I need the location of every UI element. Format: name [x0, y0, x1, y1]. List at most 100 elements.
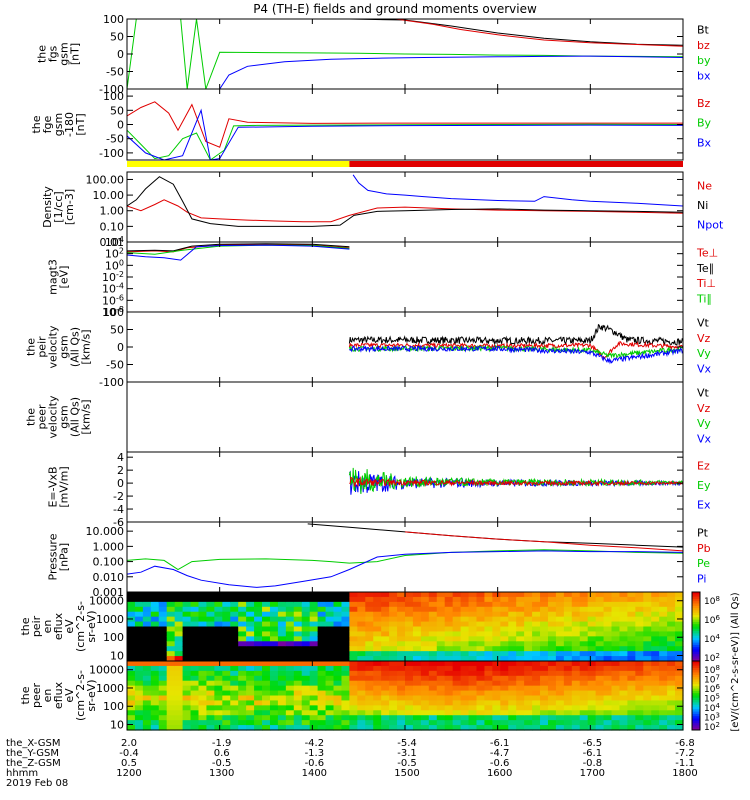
heat-cell [603, 641, 613, 647]
ytick-label: -2 [113, 490, 124, 503]
heat-cell [214, 636, 223, 642]
heat-cell [373, 700, 382, 706]
heat-cell [547, 646, 557, 652]
heat-cell [246, 636, 255, 642]
heat-cell [405, 665, 414, 672]
heat-cell [174, 675, 184, 682]
legend-Ne: Ne [697, 180, 712, 193]
heat-cell [603, 611, 613, 618]
ytick-label: 2 [117, 464, 124, 477]
heat-cell [579, 631, 589, 637]
heat-cell [349, 675, 358, 682]
heat-cell [150, 715, 160, 721]
heat-cell [158, 651, 168, 657]
heat-cell [428, 636, 438, 642]
heat-cell [325, 715, 335, 721]
heat-cell [381, 646, 390, 652]
heat-cell [460, 651, 470, 657]
heat-cell [166, 646, 176, 652]
heat-cell [134, 661, 144, 667]
heat-cell [389, 725, 398, 731]
heat-cell [619, 695, 628, 702]
heat-cell [134, 646, 144, 652]
heat-cell [444, 665, 454, 672]
heat-cell [516, 601, 525, 608]
heat-cell [508, 695, 517, 702]
heat-cell [293, 601, 303, 608]
heat-cell [325, 606, 335, 613]
heat-cell [492, 641, 501, 647]
legend-Ez: Ez [697, 460, 710, 473]
heat-cell [262, 675, 271, 682]
colorbar-tick: 102 [704, 652, 720, 664]
heat-cell [412, 621, 422, 628]
heat-cell [277, 685, 287, 692]
heat-cell [269, 621, 279, 628]
heat-cell [587, 715, 597, 721]
ytick-label: 0.100 [93, 556, 125, 569]
heat-cell [150, 641, 160, 647]
heat-cell [476, 656, 486, 662]
heat-cell [659, 646, 668, 652]
heat-cell [547, 661, 557, 667]
heat-cell [508, 685, 517, 692]
heat-cell [254, 685, 263, 692]
heat-cell [420, 651, 430, 657]
heat-cell [301, 705, 311, 711]
heat-cell [516, 661, 525, 667]
heat-cell [651, 690, 660, 697]
xaxis-row-label: the_Y-GSM [6, 748, 59, 759]
heat-cell [651, 616, 660, 623]
heat-cell [508, 656, 517, 662]
heat-cell [444, 641, 454, 647]
heat-cell [262, 695, 271, 702]
heat-cell [373, 670, 382, 677]
heat-cell [635, 661, 644, 667]
heat-cell [134, 601, 144, 608]
heat-cell [150, 670, 160, 677]
heat-cell [134, 665, 144, 672]
heat-cell [134, 616, 144, 623]
series-group-p8 [127, 523, 683, 588]
heat-cell [508, 592, 517, 598]
heat-cell [134, 596, 144, 603]
heat-cell [516, 646, 525, 652]
heat-cell [230, 651, 239, 657]
heat-cell [412, 710, 422, 716]
heat-cell [349, 651, 358, 657]
ylabel-line: [mV/m] [58, 466, 71, 507]
heat-cell [532, 636, 541, 642]
heat-cell [643, 616, 652, 623]
series-group-p3 [127, 174, 683, 227]
heat-cell [468, 720, 478, 726]
legend-Vx: Vx [697, 432, 712, 445]
heat-cell [460, 596, 470, 603]
heat-cell [222, 690, 231, 697]
xaxis-row-value: -6.1 [490, 738, 510, 749]
legend-Npot: Npot [697, 219, 724, 232]
heat-cell [142, 631, 152, 637]
heat-cell [349, 636, 358, 642]
heat-cell [214, 651, 223, 657]
heat-cell [158, 636, 168, 642]
heat-cell [254, 710, 263, 716]
heat-cell [333, 715, 343, 721]
heat-cell [436, 725, 446, 731]
heat-cell [222, 685, 231, 692]
heat-cell [158, 700, 168, 706]
heat-cell [420, 665, 430, 672]
heat-cell [182, 636, 192, 642]
heat-cell [675, 661, 684, 667]
heat-cell [190, 651, 200, 657]
heat-cell [206, 680, 215, 687]
heat-cell [547, 710, 557, 716]
heat-cell [269, 665, 279, 672]
heat-cell [190, 720, 200, 726]
heat-cell [611, 641, 621, 647]
heat-cell [230, 596, 239, 603]
heat-cell [150, 656, 160, 662]
heat-cell [341, 715, 350, 721]
heat-cell [333, 631, 343, 637]
heat-cell [412, 680, 422, 687]
heat-cell [365, 601, 374, 608]
